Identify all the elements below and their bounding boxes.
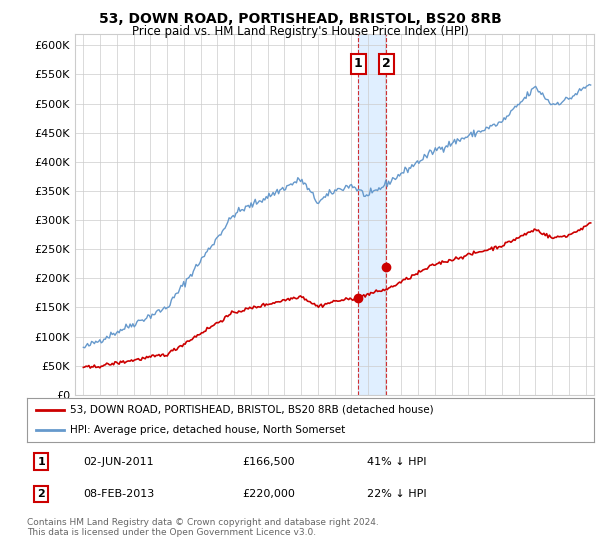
Text: HPI: Average price, detached house, North Somerset: HPI: Average price, detached house, Nort… — [70, 425, 345, 435]
Text: 2: 2 — [37, 489, 45, 499]
Bar — [358, 34, 386, 395]
Text: 41% ↓ HPI: 41% ↓ HPI — [367, 456, 427, 466]
Text: 2: 2 — [382, 57, 391, 71]
Text: £220,000: £220,000 — [242, 489, 295, 499]
Text: Contains HM Land Registry data © Crown copyright and database right 2024.
This d: Contains HM Land Registry data © Crown c… — [27, 518, 379, 538]
Text: 22% ↓ HPI: 22% ↓ HPI — [367, 489, 427, 499]
Text: 1: 1 — [354, 57, 362, 71]
Text: 1: 1 — [37, 456, 45, 466]
Text: 53, DOWN ROAD, PORTISHEAD, BRISTOL, BS20 8RB (detached house): 53, DOWN ROAD, PORTISHEAD, BRISTOL, BS20… — [70, 405, 433, 415]
Text: 08-FEB-2013: 08-FEB-2013 — [84, 489, 155, 499]
Text: Price paid vs. HM Land Registry's House Price Index (HPI): Price paid vs. HM Land Registry's House … — [131, 25, 469, 38]
Text: 02-JUN-2011: 02-JUN-2011 — [84, 456, 154, 466]
Text: £166,500: £166,500 — [242, 456, 295, 466]
Text: 53, DOWN ROAD, PORTISHEAD, BRISTOL, BS20 8RB: 53, DOWN ROAD, PORTISHEAD, BRISTOL, BS20… — [98, 12, 502, 26]
